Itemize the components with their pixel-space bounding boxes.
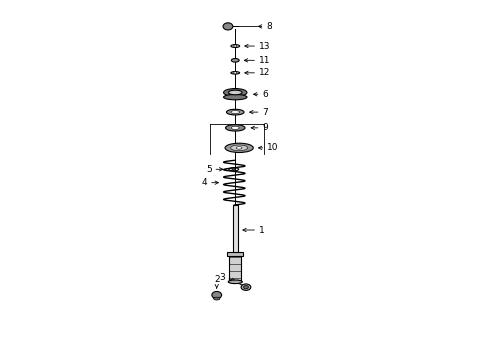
Ellipse shape xyxy=(244,285,248,289)
Circle shape xyxy=(223,23,233,30)
Ellipse shape xyxy=(231,45,240,48)
Text: 7: 7 xyxy=(262,108,268,117)
Ellipse shape xyxy=(214,297,220,300)
Bar xyxy=(227,252,244,256)
Text: 6: 6 xyxy=(262,90,268,99)
Circle shape xyxy=(234,72,237,74)
Text: 9: 9 xyxy=(262,123,268,132)
Ellipse shape xyxy=(231,72,240,74)
Bar xyxy=(233,205,238,253)
Ellipse shape xyxy=(223,94,247,100)
Ellipse shape xyxy=(228,280,243,284)
Bar xyxy=(229,253,242,282)
Text: 1: 1 xyxy=(259,225,265,234)
Ellipse shape xyxy=(231,59,239,62)
Text: 3: 3 xyxy=(219,273,225,282)
Ellipse shape xyxy=(232,168,236,170)
Ellipse shape xyxy=(241,284,251,291)
Ellipse shape xyxy=(231,145,247,151)
Text: 2: 2 xyxy=(214,275,220,284)
Text: 5: 5 xyxy=(207,165,212,174)
Ellipse shape xyxy=(236,147,242,149)
Ellipse shape xyxy=(223,89,247,96)
Ellipse shape xyxy=(225,125,245,131)
Ellipse shape xyxy=(228,90,242,95)
Text: 11: 11 xyxy=(259,56,270,65)
Ellipse shape xyxy=(231,111,240,114)
Ellipse shape xyxy=(226,109,244,115)
Text: 8: 8 xyxy=(266,22,271,31)
Text: 13: 13 xyxy=(259,41,270,50)
Ellipse shape xyxy=(231,126,239,130)
Circle shape xyxy=(212,292,221,298)
Text: 4: 4 xyxy=(202,178,207,187)
Text: 12: 12 xyxy=(259,68,270,77)
Circle shape xyxy=(234,45,237,47)
Ellipse shape xyxy=(225,143,253,153)
Text: 10: 10 xyxy=(267,143,278,152)
